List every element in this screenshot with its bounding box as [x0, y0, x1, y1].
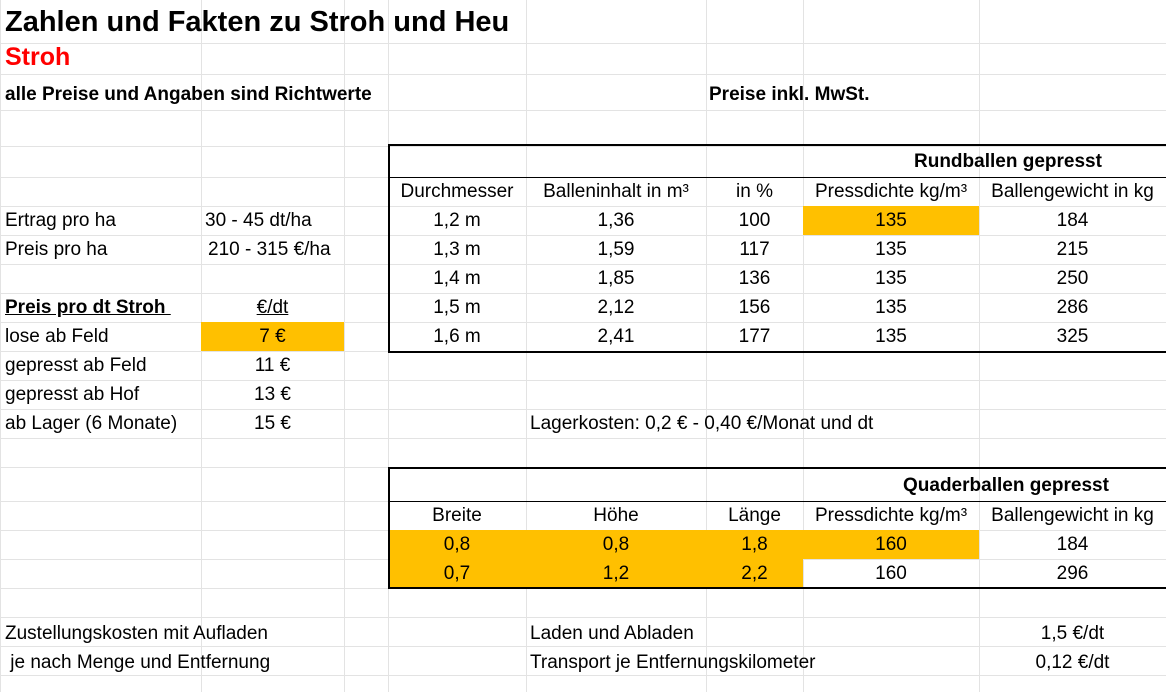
round-cell: 286: [1056, 297, 1089, 318]
delivery-text-1: Zustellungskosten mit Aufladen: [5, 623, 268, 644]
round-bales-table: [388, 144, 1166, 353]
square-cell: 0,8: [443, 534, 471, 555]
highlight-cells-square-row1: [388, 530, 979, 559]
round-cell: 215: [1056, 239, 1089, 260]
delivery-text-2: je nach Menge und Entfernung: [5, 652, 271, 673]
storage-cost: Lagerkosten: 0,2 € - 0,40 €/Monat und dt: [530, 413, 874, 434]
round-cell: 2,41: [597, 326, 635, 347]
section-title: Stroh: [5, 43, 71, 71]
round-cell: 325: [1056, 326, 1089, 347]
round-cell: 1,85: [597, 268, 635, 289]
square-header-0: Breite: [432, 505, 482, 526]
prices-header-label: Preis pro dt Stroh: [5, 297, 171, 318]
price-value-0: 7 €: [259, 326, 286, 347]
square-bales-title: Quaderballen gepresst: [903, 475, 1109, 496]
round-header-4: Ballengewicht in kg: [991, 181, 1154, 202]
square-cell: 296: [1056, 563, 1089, 584]
square-cell: 160: [875, 563, 907, 584]
square-header-4: Ballengewicht in kg: [991, 505, 1154, 526]
delivery-label-0: Laden und Abladen: [530, 623, 694, 644]
note-left: alle Preise und Angaben sind Richtwerte: [5, 84, 372, 105]
round-cell: 1,5 m: [433, 297, 481, 318]
highlight-cells-square-row2: [388, 559, 803, 588]
price-label-2: gepresst ab Hof: [5, 384, 140, 405]
round-cell: 1,6 m: [433, 326, 481, 347]
square-header-2: Länge: [728, 505, 781, 526]
round-cell: 1,59: [597, 239, 635, 260]
round-cell: 100: [738, 210, 771, 231]
round-cell: 117: [739, 239, 770, 260]
round-cell: 135: [875, 297, 907, 318]
round-cell: 135: [875, 210, 907, 231]
price-label-3: ab Lager (6 Monate): [5, 413, 178, 434]
yield-value-1: 210 - 315 €/ha: [208, 239, 331, 260]
yield-value-0: 30 - 45 dt/ha: [205, 210, 312, 231]
yield-label-0: Ertrag pro ha: [5, 210, 116, 231]
square-cell: 0,8: [602, 534, 630, 555]
square-cell: 2,2: [741, 563, 768, 584]
delivery-label-1: Transport je Entfernungskilometer: [530, 652, 816, 673]
price-label-0: lose ab Feld: [5, 326, 109, 347]
highlight-cell-lose-ab-feld: [201, 322, 344, 351]
highlight-cell-round-density: [803, 206, 979, 235]
price-label-1: gepresst ab Feld: [5, 355, 147, 376]
round-cell: 1,36: [597, 210, 635, 231]
round-header-0: Durchmesser: [400, 181, 514, 202]
square-cell: 1,2: [602, 563, 630, 584]
yield-label-1: Preis pro ha: [5, 239, 108, 260]
price-value-3: 15 €: [254, 413, 291, 434]
round-cell: 1,2 m: [433, 210, 481, 231]
square-cell: 1,8: [741, 534, 768, 555]
round-cell: 135: [875, 239, 907, 260]
square-cell: 0,7: [443, 563, 471, 584]
round-cell: 136: [738, 268, 771, 289]
round-cell: 2,12: [597, 297, 635, 318]
round-header-2: in %: [736, 181, 773, 202]
note-right: Preise inkl. MwSt.: [709, 84, 870, 105]
delivery-value-0: 1,5 €/dt: [1040, 623, 1105, 644]
round-cell: 250: [1056, 268, 1089, 289]
round-bales-divider: [388, 177, 1166, 178]
square-cell: 160: [875, 534, 907, 555]
round-cell: 184: [1056, 210, 1089, 231]
round-cell: 1,4 m: [433, 268, 481, 289]
price-value-1: 11 €: [254, 355, 291, 376]
prices-header-unit: €/dt: [256, 297, 289, 318]
round-cell: 177: [738, 326, 771, 347]
page-title: Zahlen und Fakten zu Stroh und Heu: [5, 6, 510, 38]
square-bales-table: [388, 467, 1166, 589]
square-cell: 184: [1056, 534, 1089, 555]
square-header-1: Höhe: [593, 505, 639, 526]
round-cell: 135: [875, 268, 907, 289]
square-header-3: Pressdichte kg/m³: [814, 505, 968, 526]
round-header-1: Balleninhalt in m³: [543, 181, 689, 202]
round-bales-title: Rundballen gepresst: [914, 151, 1102, 172]
round-cell: 135: [875, 326, 907, 347]
square-bales-divider: [388, 501, 1166, 502]
delivery-value-1: 0,12 €/dt: [1035, 652, 1110, 673]
round-cell: 156: [738, 297, 771, 318]
round-cell: 1,3 m: [433, 239, 481, 260]
price-value-2: 13 €: [254, 384, 291, 405]
round-header-3: Pressdichte kg/m³: [814, 181, 968, 202]
